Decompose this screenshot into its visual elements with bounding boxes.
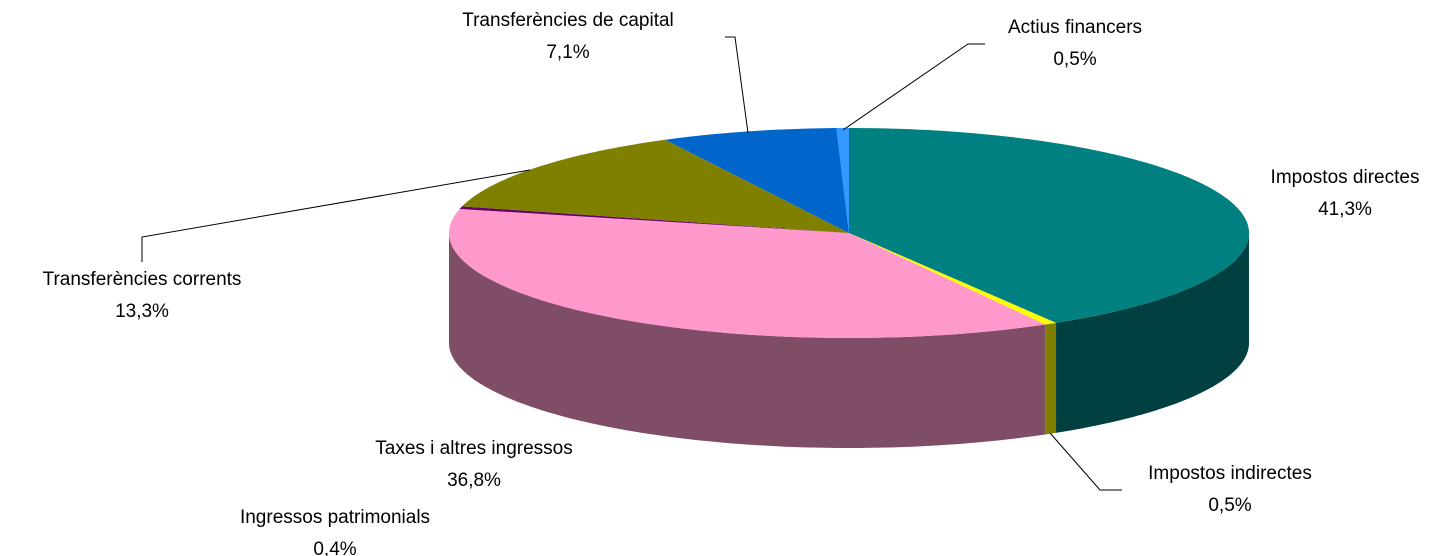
slice <box>462 139 849 233</box>
value-label: 41,3% <box>1318 199 1372 220</box>
value-label: 0,5% <box>1053 49 1096 70</box>
slice <box>459 206 849 233</box>
pie-sides <box>449 233 1249 448</box>
slice-side <box>449 233 1046 448</box>
value-label: 13,3% <box>115 301 169 322</box>
slice <box>836 128 849 233</box>
slice-label: Ingressos patrimonials <box>240 507 430 528</box>
pie-tops <box>449 128 1249 338</box>
slice <box>449 208 1046 338</box>
slice-side <box>1056 233 1249 433</box>
slice-label: Impostos directes <box>1271 167 1420 188</box>
slice-side <box>1045 322 1057 435</box>
slice <box>849 233 1057 325</box>
labels: Impostos directes 41,3% Impostos indirecte… <box>43 10 1420 556</box>
slice <box>849 128 1249 323</box>
slice-label: Transferències corrents <box>43 269 242 290</box>
slice-label: Impostos indirectes <box>1148 463 1312 484</box>
leader-lines <box>141 36 1122 491</box>
value-label: 0,5% <box>1208 495 1251 516</box>
value-label: 36,8% <box>447 470 501 491</box>
leader-line <box>141 169 531 262</box>
value-label: 7,1% <box>546 42 589 63</box>
leader-line <box>842 43 985 131</box>
slice-label: Actius financers <box>1008 17 1142 38</box>
leader-line <box>725 36 749 134</box>
slice <box>664 128 849 233</box>
slice-label: Transferències de capital <box>462 10 674 31</box>
value-label: 0,4% <box>313 539 356 556</box>
slice-label: Taxes i altres ingressos <box>375 438 572 459</box>
leader-line <box>1049 432 1122 491</box>
